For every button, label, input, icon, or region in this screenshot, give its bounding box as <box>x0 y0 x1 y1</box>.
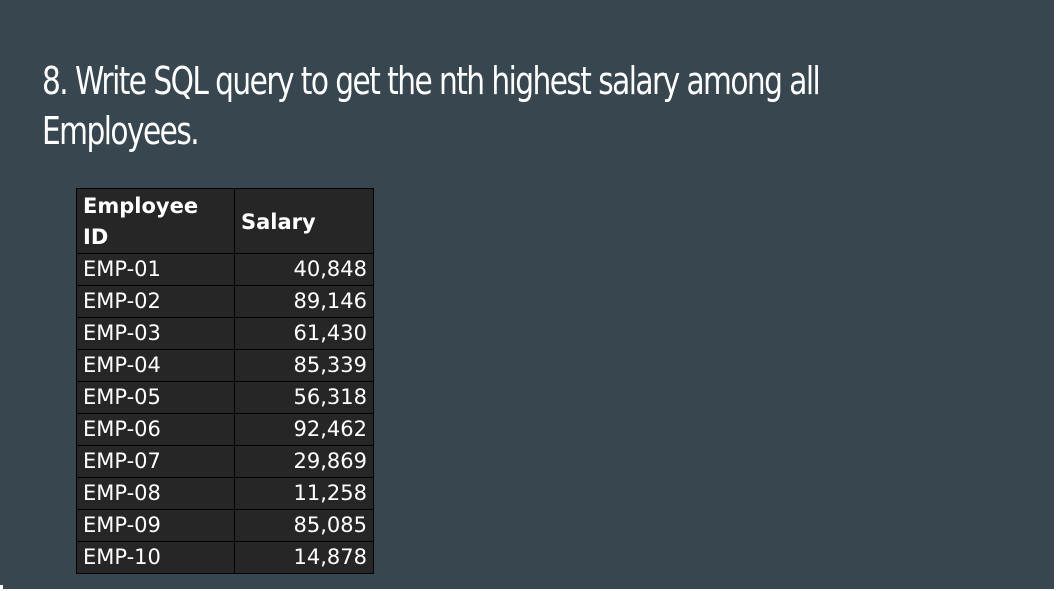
column-header-employee-id: Employee ID <box>76 188 235 254</box>
table-row: EMP-06 92,462 <box>76 413 374 446</box>
table-row: EMP-03 61,430 <box>76 317 374 350</box>
salary-cell: 14,878 <box>234 541 374 574</box>
salary-cell: 61,430 <box>234 317 374 350</box>
employee-id-cell: EMP-07 <box>76 445 235 478</box>
salary-cell: 11,258 <box>234 477 374 510</box>
employee-id-cell: EMP-10 <box>76 541 235 574</box>
table-row: EMP-02 89,146 <box>76 285 374 318</box>
employee-id-cell: EMP-01 <box>76 253 235 286</box>
salary-cell: 29,869 <box>234 445 374 478</box>
table-row: EMP-10 14,878 <box>76 541 374 574</box>
table-header-row: Employee ID Salary <box>76 188 374 254</box>
employee-id-cell: EMP-04 <box>76 349 235 382</box>
table-row: EMP-05 56,318 <box>76 381 374 414</box>
table-row: EMP-07 29,869 <box>76 445 374 478</box>
employee-salary-table: Employee ID Salary EMP-01 40,848 EMP-02 … <box>76 188 374 574</box>
employee-id-cell: EMP-03 <box>76 317 235 350</box>
salary-cell: 89,146 <box>234 285 374 318</box>
salary-cell: 92,462 <box>234 413 374 446</box>
employee-id-cell: EMP-02 <box>76 285 235 318</box>
salary-cell: 85,085 <box>234 509 374 542</box>
employee-id-cell: EMP-05 <box>76 381 235 414</box>
employee-id-cell: EMP-08 <box>76 477 235 510</box>
table-row: EMP-08 11,258 <box>76 477 374 510</box>
table-row: EMP-09 85,085 <box>76 509 374 542</box>
employee-id-cell: EMP-09 <box>76 509 235 542</box>
corner-marker <box>0 585 3 591</box>
salary-cell: 85,339 <box>234 349 374 382</box>
slide-title-line-1: 8. Write SQL query to get the nth highes… <box>42 59 821 103</box>
salary-cell: 56,318 <box>234 381 374 414</box>
employee-id-cell: EMP-06 <box>76 413 235 446</box>
salary-cell: 40,848 <box>234 253 374 286</box>
table-row: EMP-01 40,848 <box>76 253 374 286</box>
slide-title: 8. Write SQL query to get the nth highes… <box>42 56 821 156</box>
table-row: EMP-04 85,339 <box>76 349 374 382</box>
column-header-salary: Salary <box>234 188 374 254</box>
slide-title-line-2: Employees. <box>42 109 200 153</box>
